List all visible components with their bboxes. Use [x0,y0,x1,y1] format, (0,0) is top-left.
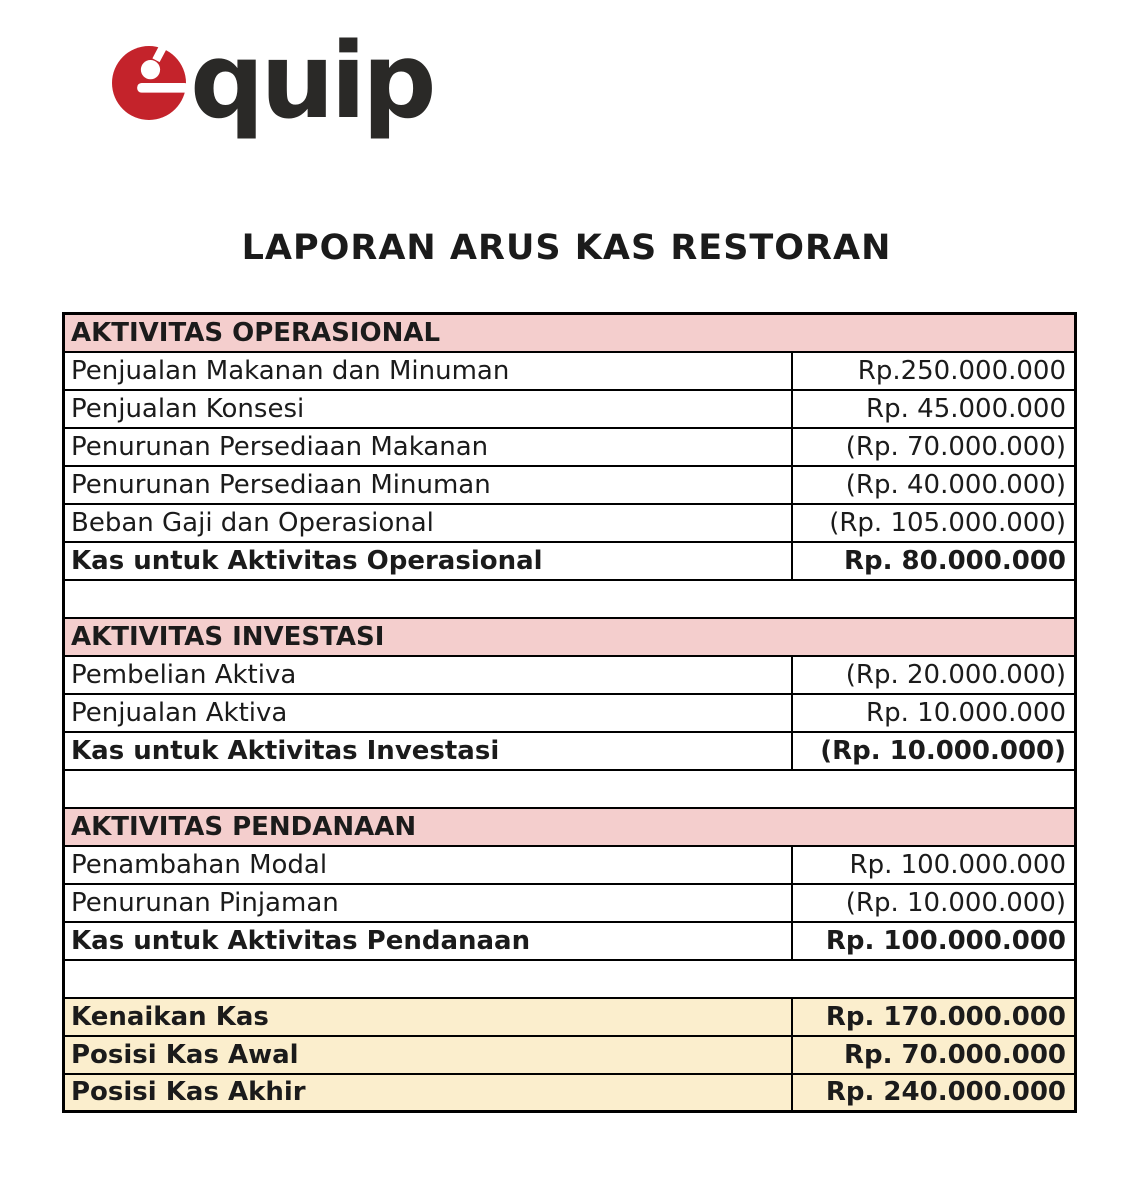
summary-row: Posisi Kas Awal Rp. 70.000.000 [62,1034,1077,1075]
row-label: Penurunan Persediaan Makanan [62,426,793,467]
row-value: Rp. 80.000.000 [790,540,1077,581]
row-value: (Rp. 105.000.000) [790,502,1077,543]
cashflow-table: AKTIVITAS OPERASIONAL Penjualan Makanan d… [62,312,1078,1113]
summary-label: Posisi Kas Akhir [62,1072,793,1113]
summary-value: Rp. 170.000.000 [790,996,1077,1037]
section-header: AKTIVITAS OPERASIONAL [62,312,1077,353]
page-title: LAPORAN ARUS KAS RESTORAN [241,228,892,268]
table-row: Penjualan Konsesi Rp. 45.000.000 [62,388,1077,429]
cashflow-table-body: AKTIVITAS OPERASIONAL Penjualan Makanan d… [62,312,1077,1113]
row-label: Penjualan Konsesi [62,388,793,429]
table-row: Kas untuk Aktivitas Investasi (Rp. 10.000… [62,730,1077,771]
row-value: Rp.250.000.000 [790,350,1077,391]
row-label: Penurunan Persediaan Minuman [62,464,793,505]
table-row: Penambahan Modal Rp. 100.000.000 [62,844,1077,885]
summary-row: Kenaikan Kas Rp. 170.000.000 [62,996,1077,1037]
row-value: (Rp. 40.000.000) [790,464,1077,505]
equip-logo-e-icon [112,41,189,120]
section-header-row: AKTIVITAS OPERASIONAL [62,312,1077,353]
section-header-row: AKTIVITAS PENDANAAN [62,806,1077,847]
row-label: Beban Gaji dan Operasional [62,502,793,543]
section-header-row: AKTIVITAS INVESTASI [62,616,1077,657]
row-label: Kas untuk Aktivitas Pendanaan [62,920,793,961]
spacer-row [62,958,1077,999]
row-value: Rp. 45.000.000 [790,388,1077,429]
row-label: Kas untuk Aktivitas Operasional [62,540,793,581]
row-label: Penambahan Modal [62,844,793,885]
row-value: Rp. 100.000.000 [790,844,1077,885]
spacer-row [62,768,1077,809]
table-row: Kas untuk Aktivitas Pendanaan Rp. 100.000… [62,920,1077,961]
row-label: Penurunan Pinjaman [62,882,793,923]
table-row: Beban Gaji dan Operasional (Rp. 105.000.0… [62,502,1077,543]
row-label: Pembelian Aktiva [62,654,793,695]
row-value: (Rp. 10.000.000) [790,730,1077,771]
table-row: Kas untuk Aktivitas Operasional Rp. 80.00… [62,540,1077,581]
section-header: AKTIVITAS INVESTASI [62,616,1077,657]
row-label: Kas untuk Aktivitas Investasi [62,730,793,771]
spacer-cell [62,958,1077,999]
row-value: Rp. 100.000.000 [790,920,1077,961]
summary-value: Rp. 240.000.000 [790,1072,1077,1113]
equip-logo: quip [112,16,437,146]
table-row: Penjualan Aktiva Rp. 10.000.000 [62,692,1077,733]
row-value: (Rp. 70.000.000) [790,426,1077,467]
row-label: Penjualan Aktiva [62,692,793,733]
table-row: Pembelian Aktiva (Rp. 20.000.000) [62,654,1077,695]
summary-row: Posisi Kas Akhir Rp. 240.000.000 [62,1072,1077,1113]
table-row: Penjualan Makanan dan Minuman Rp.250.000.… [62,350,1077,391]
row-value: (Rp. 20.000.000) [790,654,1077,695]
table-row: Penurunan Persediaan Makanan (Rp. 70.000.… [62,426,1077,467]
row-label: Penjualan Makanan dan Minuman [62,350,793,391]
row-value: Rp. 10.000.000 [790,692,1077,733]
table-row: Penurunan Persediaan Minuman (Rp. 40.000.… [62,464,1077,505]
spacer-row [62,578,1077,619]
table-row: Penurunan Pinjaman (Rp. 10.000.000) [62,882,1077,923]
summary-label: Kenaikan Kas [62,996,793,1037]
spacer-cell [62,768,1077,809]
spacer-cell [62,578,1077,619]
summary-value: Rp. 70.000.000 [790,1034,1077,1075]
summary-label: Posisi Kas Awal [62,1034,793,1075]
logo-wordmark: quip [190,20,437,142]
section-header: AKTIVITAS PENDANAAN [62,806,1077,847]
row-value: (Rp. 10.000.000) [790,882,1077,923]
